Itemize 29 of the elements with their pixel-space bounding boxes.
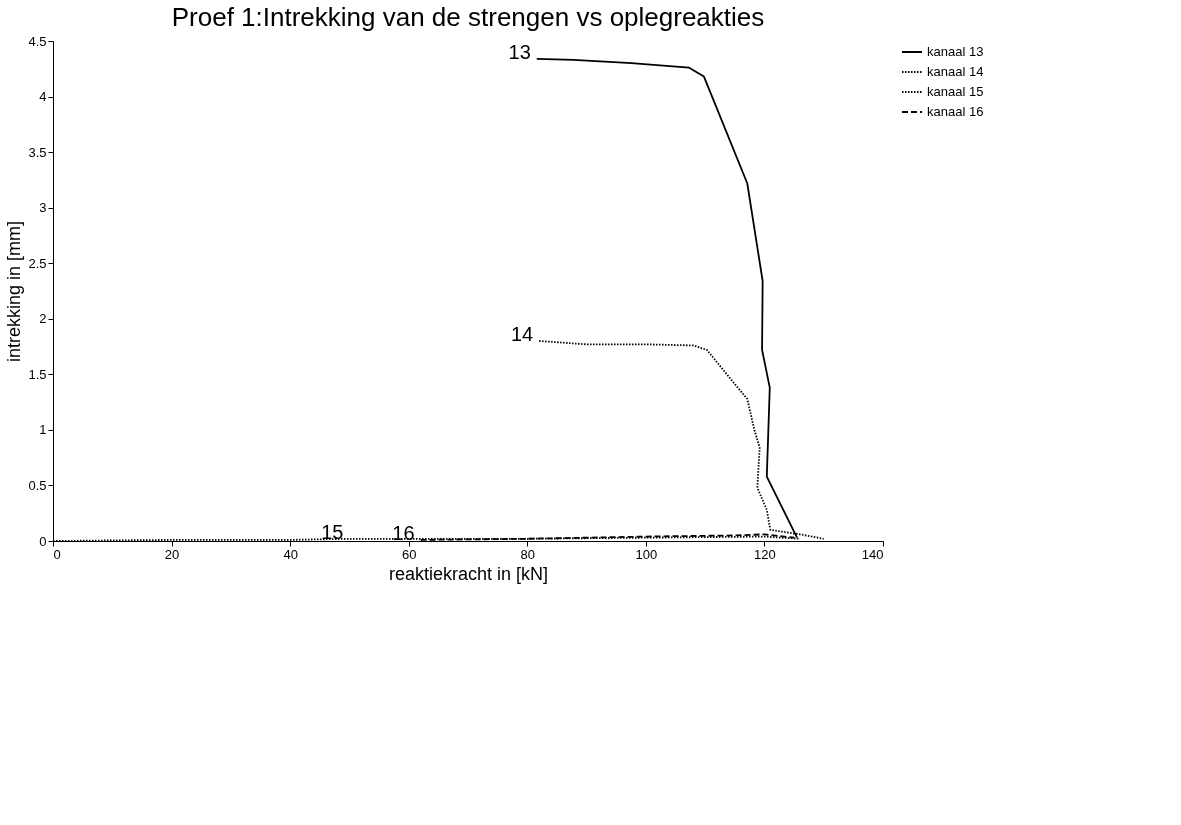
annotation: 16 bbox=[392, 521, 415, 544]
x-tick-label: 40 bbox=[283, 546, 298, 562]
chart-title: Proef 1:Intrekking van de strengen vs oplegreakties bbox=[171, 2, 765, 32]
y-tick-label: 2 bbox=[39, 311, 47, 327]
legend-label: kanaal 15 bbox=[927, 84, 984, 99]
annotation: 14 bbox=[510, 323, 534, 345]
x-tick-label: 80 bbox=[520, 546, 536, 562]
y-tick-label: 1 bbox=[39, 422, 47, 438]
x-tick-label: 120 bbox=[754, 546, 776, 562]
legend-label: kanaal 16 bbox=[927, 104, 984, 119]
y-tick-label: 2.5 bbox=[28, 255, 47, 271]
x-tick-label: 140 bbox=[861, 546, 884, 562]
y-tick-label: 0 bbox=[39, 533, 47, 549]
x-axis-title: reaktiekracht in [kN] bbox=[388, 563, 549, 584]
annotation: 13 bbox=[508, 40, 531, 63]
x-tick-label: 0 bbox=[53, 546, 61, 562]
x-tick-label: 20 bbox=[164, 546, 180, 562]
y-tick-label: 3 bbox=[39, 200, 47, 216]
legend-label: kanaal 14 bbox=[927, 64, 984, 79]
x-tick-label: 100 bbox=[635, 546, 658, 562]
y-tick-label: 1.5 bbox=[28, 366, 47, 382]
y-axis-title: intrekking in [mm] bbox=[4, 220, 25, 363]
legend-label: kanaal 13 bbox=[927, 44, 984, 59]
y-tick-label: 3.5 bbox=[28, 144, 47, 160]
y-tick-label: 4.5 bbox=[28, 33, 47, 49]
x-tick-label: 60 bbox=[401, 546, 417, 562]
y-tick-label: 0.5 bbox=[28, 477, 47, 493]
annotation: 15 bbox=[321, 520, 344, 543]
y-tick-label: 4 bbox=[39, 89, 47, 105]
